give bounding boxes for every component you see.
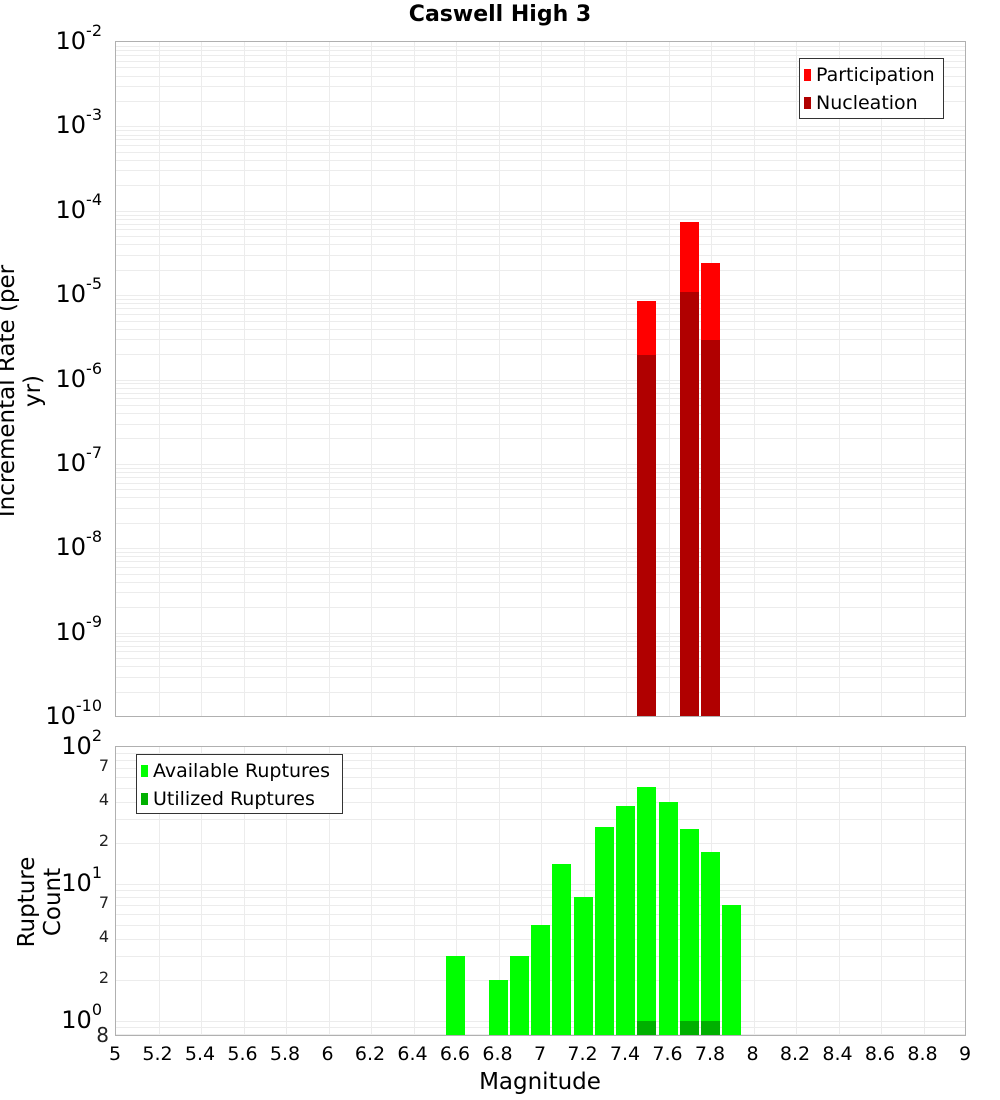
rate-plot-area (115, 41, 966, 717)
grid-line (414, 42, 415, 716)
grid-line (414, 747, 415, 1035)
available-bar (531, 925, 550, 1036)
chart-title: Caswell High 3 (0, 2, 1000, 27)
available-bar (616, 806, 635, 1036)
legend-item-participation: Participation (804, 61, 937, 89)
y-minor-tick-label: 2 (79, 831, 109, 850)
participation-swatch-icon (804, 69, 811, 81)
available-bar (722, 905, 741, 1036)
legend-item-available: Available Ruptures (141, 757, 336, 785)
utilized-bar (680, 1021, 699, 1036)
legend-label: Nucleation (816, 92, 918, 114)
available-bar (595, 827, 614, 1036)
available-bar (659, 802, 678, 1036)
nucleation-bar (701, 340, 720, 717)
count-legend: Available Ruptures Utilized Ruptures (136, 754, 343, 814)
grid-line (371, 747, 372, 1035)
y-minor-tick-label: 7 (79, 756, 109, 775)
grid-line (584, 42, 585, 716)
y-tick-label: 10-2 (2, 27, 102, 55)
grid-line (201, 42, 202, 716)
grid-line (329, 42, 330, 716)
grid-line (244, 42, 245, 716)
grid-line (839, 747, 840, 1035)
x-axis-title: Magnitude (440, 1069, 640, 1095)
available-bar (552, 864, 571, 1036)
grid-line (924, 747, 925, 1035)
legend-label: Available Ruptures (153, 760, 330, 782)
y-tick-label: 10-8 (2, 533, 102, 561)
x-tick-label: 9 (935, 1043, 995, 1065)
grid-line (839, 42, 840, 716)
available-bar (489, 980, 508, 1036)
available-bar (701, 852, 720, 1036)
grid-line (796, 42, 797, 716)
y-tick-label: 10-10 (2, 702, 102, 730)
grid-line (456, 42, 457, 716)
grid-line (796, 747, 797, 1035)
grid-line (881, 747, 882, 1035)
nucleation-bar (637, 355, 656, 717)
grid-line (754, 42, 755, 716)
rate-legend: Participation Nucleation (799, 58, 944, 119)
grid-line (159, 42, 160, 716)
nucleation-bar (680, 292, 699, 717)
utilized-bar (701, 1021, 720, 1036)
grid-line (754, 747, 755, 1035)
grid-line (499, 42, 500, 716)
utilized-bar (637, 1021, 656, 1036)
legend-item-utilized: Utilized Ruptures (141, 785, 336, 813)
grid-line (924, 42, 925, 716)
legend-label: Participation (816, 64, 935, 86)
count-y-axis-title: Rupture Count (14, 822, 66, 982)
available-bar (680, 829, 699, 1036)
available-bar (446, 956, 465, 1036)
y-minor-tick-label: 7 (79, 893, 109, 912)
y-minor-tick-label: 4 (79, 790, 109, 809)
grid-line (881, 42, 882, 716)
y-tick-label: 10-4 (2, 196, 102, 224)
y-minor-tick-label: 2 (79, 968, 109, 987)
y-tick-label: 10-9 (2, 618, 102, 646)
available-bar (574, 897, 593, 1036)
available-bar (637, 787, 656, 1036)
grid-line (371, 42, 372, 716)
y-tick-label: 10-3 (2, 111, 102, 139)
grid-line (541, 42, 542, 716)
rate-y-axis-title: Incremental Rate (per yr) (0, 251, 46, 531)
grid-line (626, 42, 627, 716)
grid-line (669, 42, 670, 716)
legend-label: Utilized Ruptures (153, 788, 315, 810)
utilized-swatch-icon (141, 793, 148, 805)
y-minor-tick-label: 4 (79, 927, 109, 946)
nucleation-swatch-icon (804, 97, 811, 109)
available-bar (510, 956, 529, 1036)
grid-line (286, 42, 287, 716)
available-swatch-icon (141, 765, 148, 777)
legend-item-nucleation: Nucleation (804, 89, 937, 117)
